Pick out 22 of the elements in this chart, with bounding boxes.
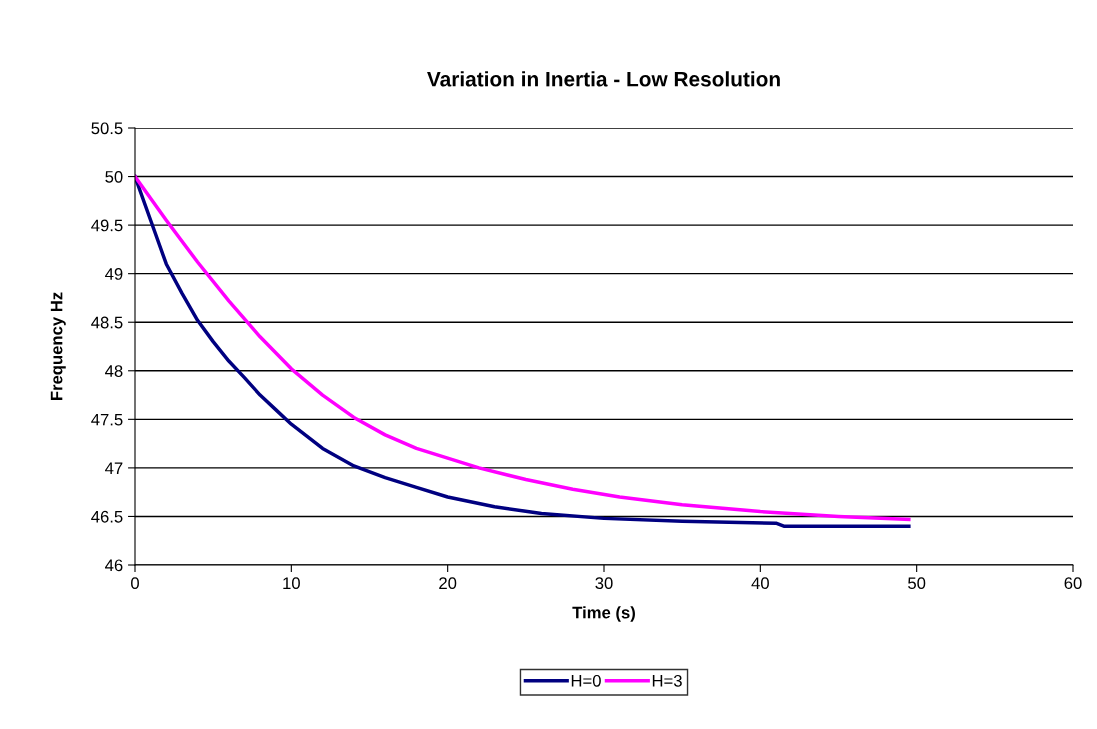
x-axis-title: Time (s) — [572, 606, 635, 622]
x-tick-label: 20 — [439, 577, 457, 590]
legend-label: H=3 — [652, 674, 682, 687]
y-tick-label: 46.5 — [91, 510, 123, 523]
y-tick-label: 50.5 — [91, 122, 123, 135]
x-tick-label: 60 — [1064, 577, 1082, 590]
y-tick-label: 47.5 — [91, 413, 123, 426]
y-tick-label: 49 — [105, 268, 123, 280]
y-tick-label: 46 — [105, 559, 123, 572]
y-tick-label: 49.5 — [91, 219, 123, 232]
x-tick-label: 30 — [595, 577, 613, 590]
x-tick-label: 40 — [751, 577, 769, 590]
legend-label: H=0 — [571, 674, 601, 687]
y-tick-label: 48 — [105, 365, 123, 377]
y-axis-title: Frequency Hz — [50, 292, 66, 401]
chart-title: Variation in Inertia - Low Resolution — [427, 71, 780, 87]
y-tick-label: 50 — [105, 170, 123, 183]
y-tick-label: 48.5 — [91, 316, 123, 329]
x-tick-label: 50 — [908, 577, 926, 590]
y-tick-label: 47 — [105, 462, 123, 474]
x-tick-label: 0 — [131, 577, 139, 590]
x-tick-label: 10 — [283, 577, 300, 590]
